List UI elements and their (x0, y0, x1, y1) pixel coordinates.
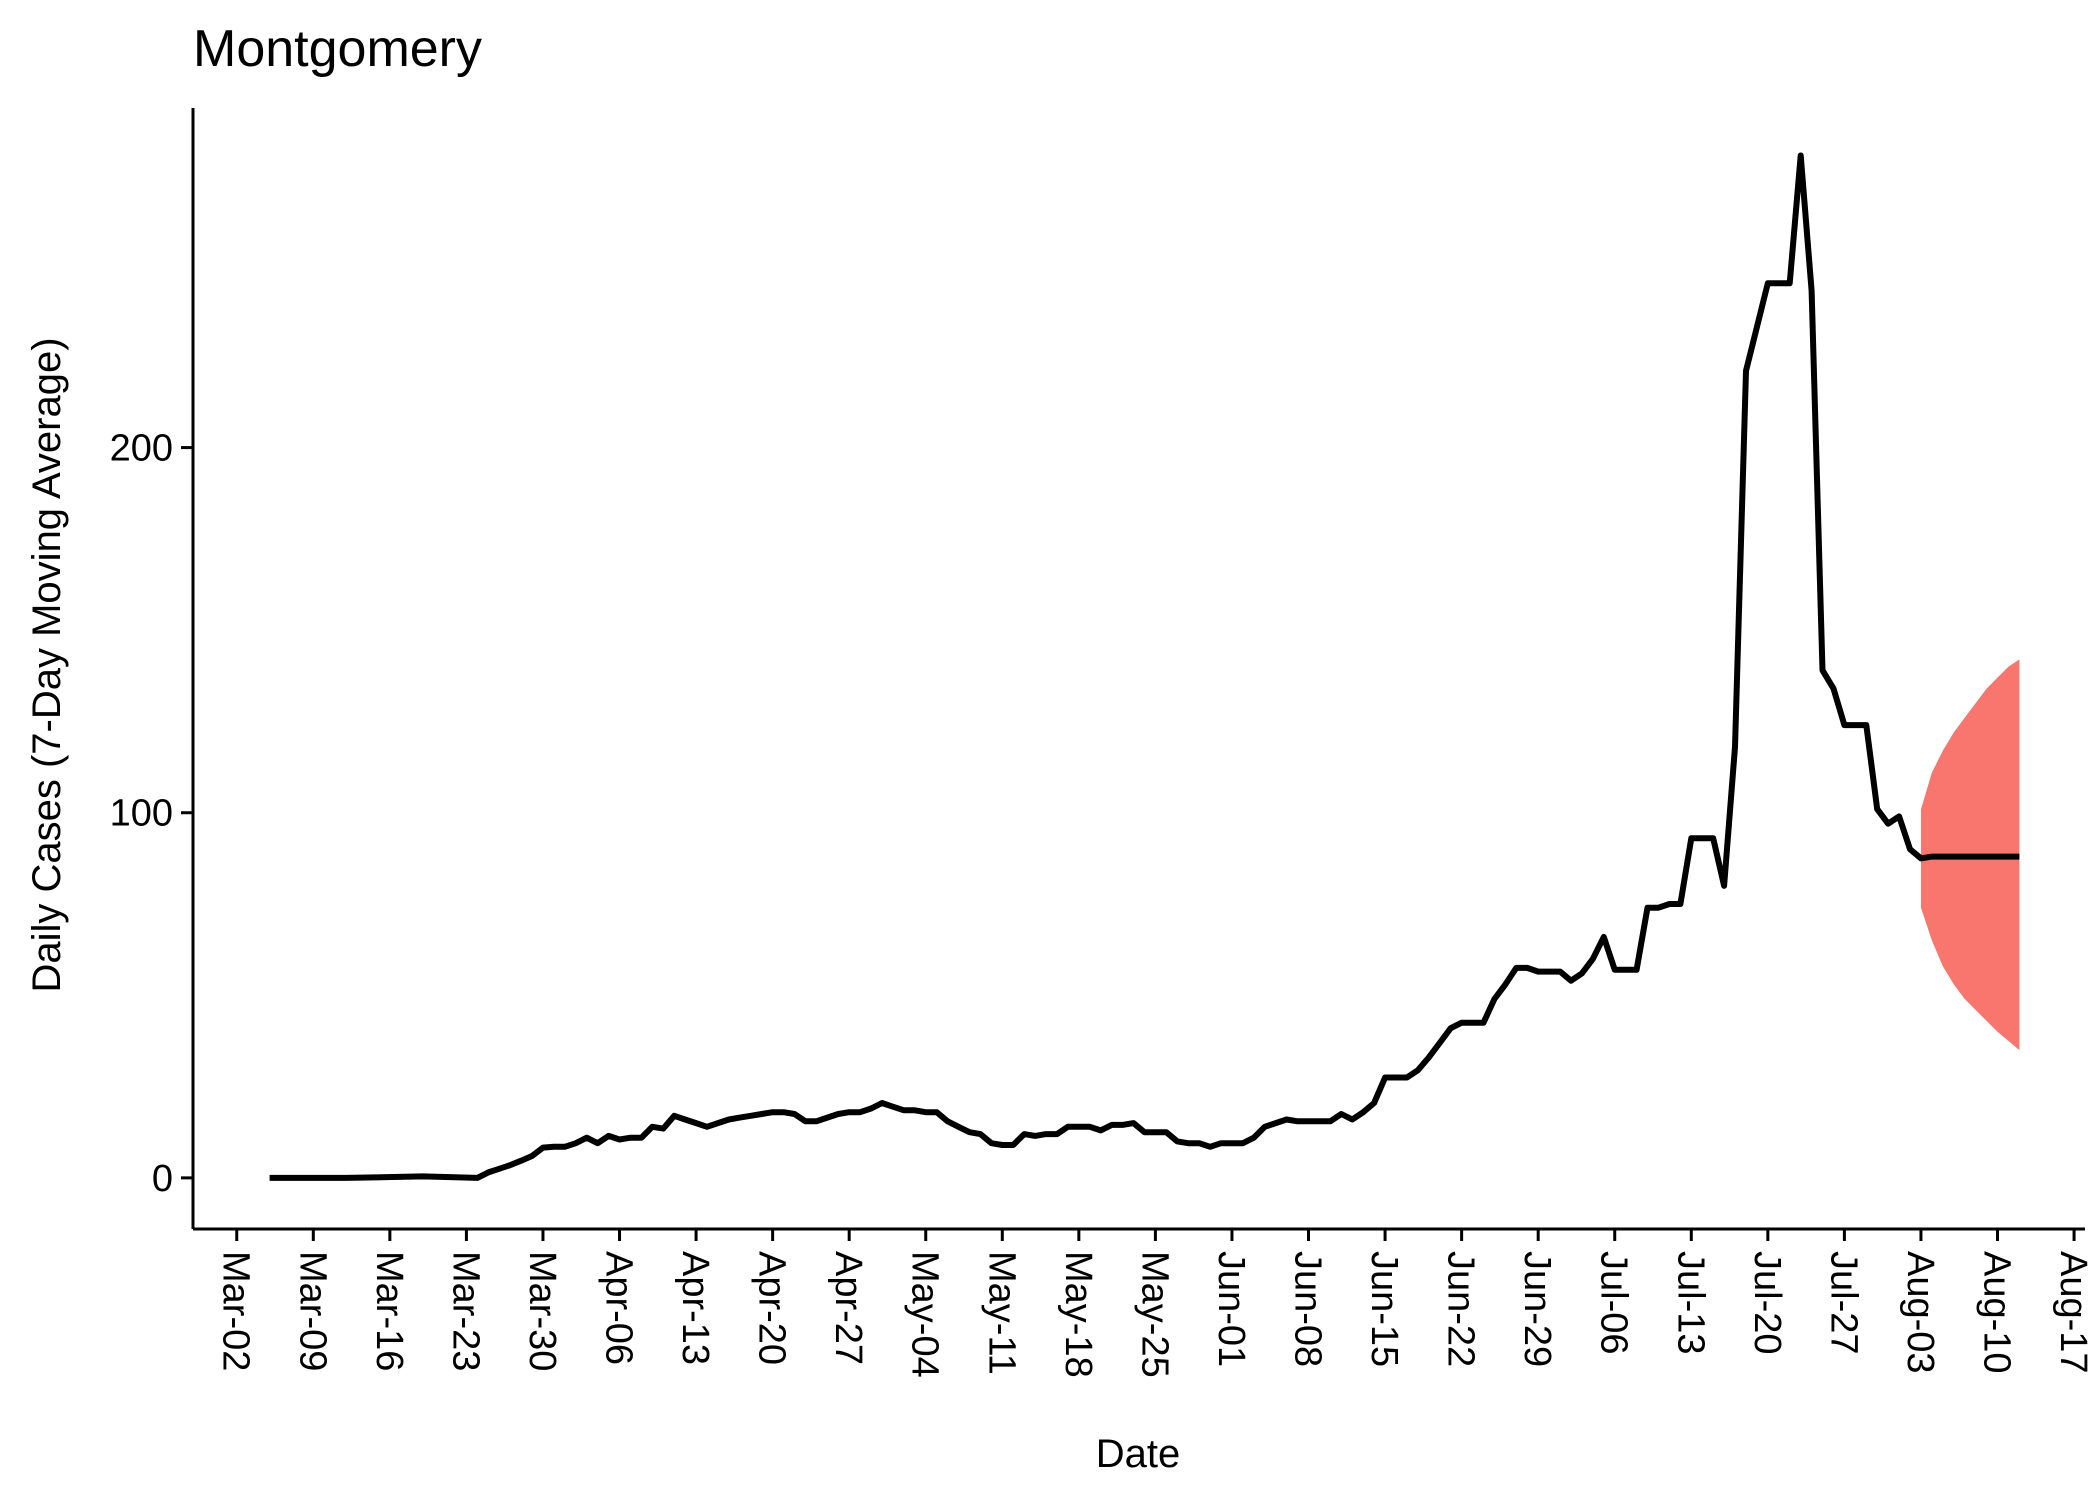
y-axis-title: Daily Cases (7-Day Moving Average) (25, 337, 69, 992)
x-tick-label: Apr-20 (751, 1251, 793, 1365)
x-tick-label: May-11 (980, 1251, 1022, 1375)
x-tick-label: Mar-23 (444, 1251, 486, 1371)
x-tick-label: Mar-09 (291, 1251, 333, 1371)
x-tick-label: May-18 (1057, 1251, 1099, 1378)
x-tick-label: May-25 (1133, 1251, 1175, 1378)
y-tick-label: 0 (152, 1158, 173, 1200)
x-tick-label: May-04 (904, 1251, 946, 1378)
x-tick-label: Jul-20 (1746, 1251, 1788, 1355)
x-tick-label: Jun-08 (1287, 1251, 1329, 1367)
x-tick-label: Jun-22 (1440, 1251, 1482, 1367)
x-tick-label: Mar-16 (368, 1251, 410, 1371)
x-tick-label: Mar-30 (521, 1251, 563, 1371)
x-axis-title: Date (1096, 1432, 1181, 1476)
x-tick-label: Aug-17 (2052, 1251, 2094, 1374)
x-tick-label: Apr-06 (598, 1251, 640, 1365)
x-tick-label: Jul-27 (1822, 1251, 1864, 1355)
y-tick-label: 100 (110, 793, 173, 835)
axes: 0 100 200 Mar-02 Mar-09 Mar-16 Mar-23 Mar-30 Apr… (110, 108, 2094, 1378)
plot-area (269, 152, 2020, 1181)
series-line-0 (269, 152, 2020, 1181)
x-tick-label: Apr-13 (674, 1251, 716, 1365)
y-tick-label: 200 (110, 428, 173, 470)
x-tick-label: Mar-02 (215, 1251, 257, 1371)
x-tick-label: Aug-03 (1899, 1251, 1941, 1374)
x-tick-label: Jun-29 (1516, 1251, 1558, 1367)
chart-title: Montgomery (193, 20, 482, 78)
x-tick-label: Jul-06 (1593, 1251, 1635, 1355)
x-tick-label: Aug-10 (1976, 1251, 2018, 1374)
x-tick-label: Jun-15 (1363, 1251, 1405, 1367)
x-tick-label: Apr-27 (827, 1251, 869, 1365)
x-tick-label: Jun-01 (1210, 1251, 1252, 1367)
x-tick-label: Jul-13 (1669, 1251, 1711, 1355)
